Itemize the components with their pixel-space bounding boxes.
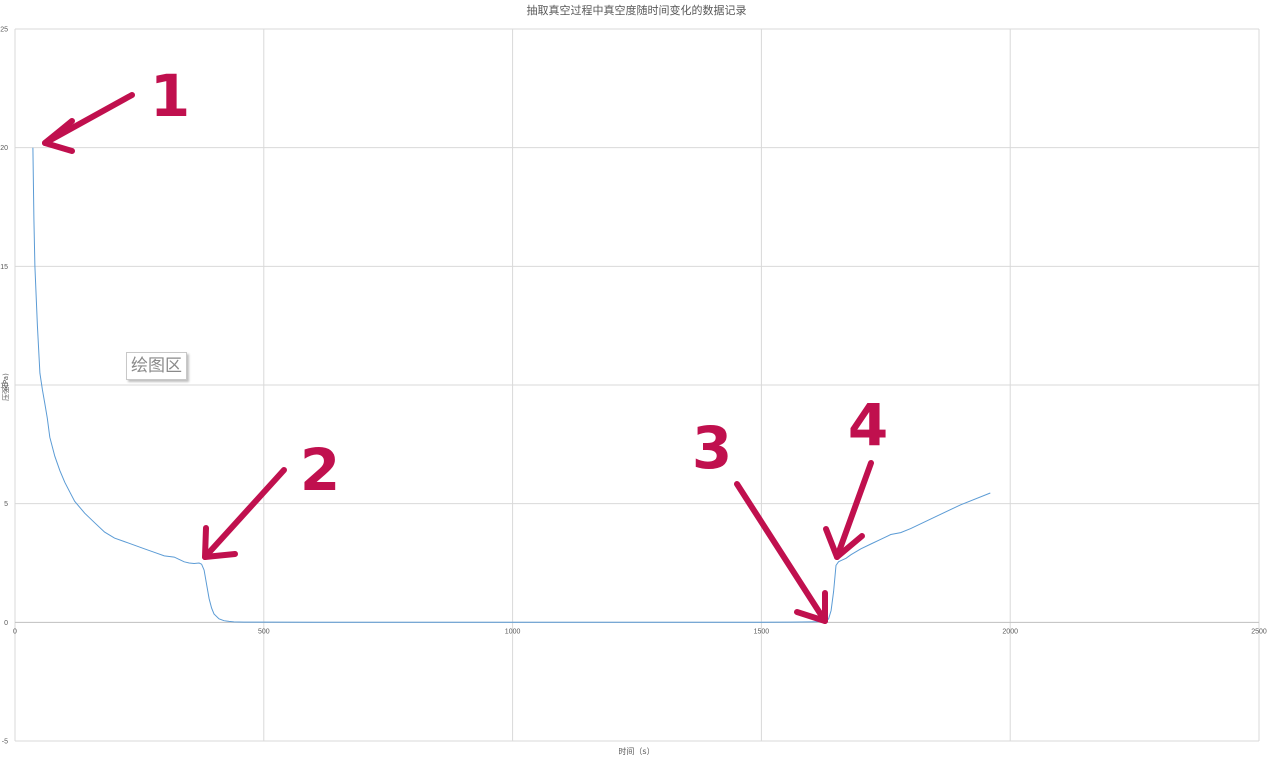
annotation-arrow-head (42, 118, 75, 154)
annotation-2: 2 (202, 436, 340, 560)
annotations: 1 2 3 4 (42, 62, 888, 624)
gridlines (14, 28, 1260, 742)
y-tick-label: -5 (2, 739, 8, 746)
plot-area-tooltip: 绘图区 (126, 352, 187, 380)
annotation-1: 1 (42, 62, 190, 154)
annotation-arrow-shaft (734, 481, 828, 624)
x-tick-label: 1000 (505, 628, 521, 635)
annotation-number: 2 (300, 436, 340, 504)
x-tick-label: 500 (258, 628, 270, 635)
y-tick-label: 0 (4, 620, 8, 627)
annotation-3: 3 (692, 414, 828, 624)
x-axis-label: 时间（s） (618, 747, 655, 756)
series-line (32, 147, 991, 623)
y-tick-label: 15 (0, 264, 8, 271)
y-tick-label: 10 (0, 383, 8, 390)
annotation-arrow-shaft (834, 460, 874, 560)
x-tick-label: 0 (13, 628, 17, 635)
y-tick-label: 5 (4, 501, 8, 508)
chart-title: 抽取真空过程中真空度随时间变化的数据记录 (526, 4, 747, 17)
annotation-arrow-head (794, 590, 828, 624)
annotation-arrow-head (202, 525, 238, 560)
annotation-number: 3 (692, 414, 732, 482)
tick-labels: -5 0 5 10 15 20 25 0 500 1000 1500 2000 2500 (0, 27, 1267, 746)
x-tick-label: 2000 (1002, 628, 1018, 635)
y-tick-label: 20 (0, 145, 8, 152)
x-tick-label: 2500 (1251, 628, 1267, 635)
annotation-number: 1 (150, 62, 190, 130)
annotation-arrow-shaft (202, 467, 287, 560)
y-axis-label: 压强(Pa) (2, 373, 10, 401)
annotation-4: 4 (823, 391, 888, 560)
x-tick-label: 1500 (754, 628, 770, 635)
annotation-number: 4 (848, 391, 888, 459)
annotation-arrow-head (823, 526, 865, 560)
y-tick-label: 25 (0, 27, 8, 34)
